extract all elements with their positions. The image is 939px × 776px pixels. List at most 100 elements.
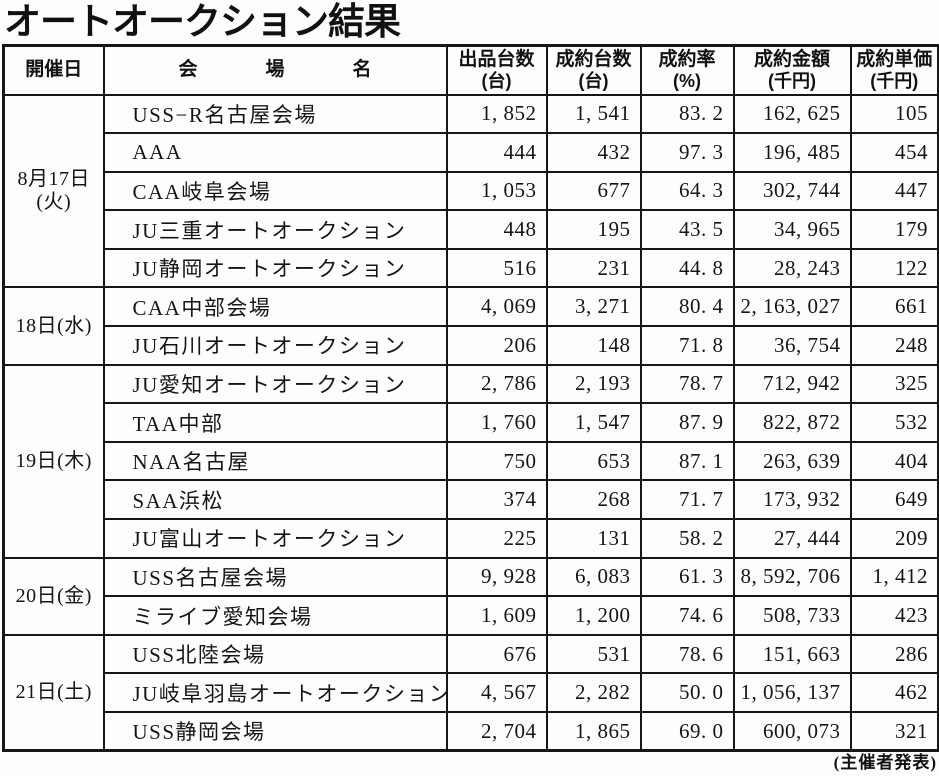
amount-cell: 1, 056, 137 bbox=[732, 672, 852, 713]
sold-cell: 3, 271 bbox=[545, 286, 642, 328]
unit-price-cell: 404 bbox=[849, 440, 939, 482]
sold-cell: 432 bbox=[545, 132, 642, 173]
col-header-amount: 成約金額 (千円) bbox=[732, 44, 852, 96]
amount-cell: 173, 932 bbox=[732, 479, 852, 521]
amount-cell: 27, 444 bbox=[732, 518, 852, 559]
sold-cell: 1, 547 bbox=[545, 402, 642, 443]
rate-cell: 74. 6 bbox=[639, 595, 735, 636]
date-line1: 8月17日 bbox=[17, 167, 90, 190]
rate-cell: 44. 8 bbox=[639, 247, 735, 289]
rate-cell: 87. 1 bbox=[639, 440, 735, 482]
col-header-sold: 成約台数 (台) bbox=[545, 44, 642, 96]
unit-price-cell: 423 bbox=[849, 595, 939, 636]
venue-cell: USS北陸会場 bbox=[102, 633, 448, 675]
amount-cell: 28, 243 bbox=[732, 247, 852, 289]
listed-cell: 750 bbox=[445, 440, 548, 482]
date-line1: 18日(水) bbox=[15, 314, 92, 337]
venue-cell: NAA名古屋 bbox=[102, 440, 448, 482]
col-header-listed-title: 出品台数 bbox=[458, 48, 535, 70]
unit-price-cell: 286 bbox=[849, 633, 939, 675]
amount-cell: 508, 733 bbox=[732, 595, 852, 636]
listed-cell: 444 bbox=[445, 132, 548, 173]
table-row: 20日(金) USS名古屋会場 9, 928 6, 083 61. 3 8, 592, 7… bbox=[2, 556, 939, 636]
rate-cell: 71. 8 bbox=[639, 325, 735, 366]
table-row: 19日(木) JU愛知オートオークション 2, 786 2, 193 78. 7 712,… bbox=[2, 363, 939, 559]
unit-price-cell: 321 bbox=[849, 711, 939, 752]
col-header-amount-title: 成約金額 bbox=[753, 48, 830, 70]
sold-cell: 531 bbox=[545, 633, 642, 675]
rate-cell: 61. 3 bbox=[639, 556, 735, 598]
listed-cell: 1, 760 bbox=[445, 402, 548, 443]
venue-cell: CAA岐阜会場 bbox=[102, 170, 448, 212]
listed-cell: 225 bbox=[445, 518, 548, 559]
rate-cell: 87. 9 bbox=[639, 402, 735, 443]
col-header-venue: 会場名 bbox=[102, 44, 448, 96]
sold-cell: 148 bbox=[545, 325, 642, 366]
rate-cell: 69. 0 bbox=[639, 711, 735, 752]
table-row: JU富山オートオークション 225 131 58. 2 27, 444 209 bbox=[4, 518, 939, 559]
venue-cell: USS名古屋会場 bbox=[102, 556, 448, 598]
date-line1: 20日(金) bbox=[15, 584, 92, 607]
unit-price-cell: 248 bbox=[849, 325, 939, 366]
col-header-rate: 成約率 (%) bbox=[639, 44, 735, 96]
date-line1: 21日(土) bbox=[15, 680, 92, 703]
date-line1: 19日(木) bbox=[15, 449, 92, 472]
amount-cell: 36, 754 bbox=[732, 325, 852, 366]
venue-cell: JU石川オートオークション bbox=[102, 325, 448, 366]
table-row: JU石川オートオークション 206 148 71. 8 36, 754 248 bbox=[4, 325, 939, 366]
amount-cell: 151, 663 bbox=[732, 633, 852, 675]
table-row: CAA岐阜会場 1, 053 677 64. 3 302, 744 447 bbox=[4, 170, 939, 212]
venue-cell: CAA中部会場 bbox=[102, 286, 448, 328]
col-header-rate-unit: (%) bbox=[673, 70, 701, 91]
date-cell: 21日(土) bbox=[2, 633, 105, 752]
sold-cell: 1, 541 bbox=[545, 93, 642, 135]
col-header-unit-price: 成約単価 (千円) bbox=[849, 44, 939, 96]
table-row: JU静岡オートオークション 516 231 44. 8 28, 243 122 bbox=[4, 247, 939, 289]
listed-cell: 9, 928 bbox=[445, 556, 548, 598]
sold-cell: 195 bbox=[545, 209, 642, 250]
amount-cell: 822, 872 bbox=[732, 402, 852, 443]
listed-cell: 1, 609 bbox=[445, 595, 548, 636]
unit-price-cell: 462 bbox=[849, 672, 939, 713]
col-header-sold-title: 成約台数 bbox=[555, 48, 632, 70]
amount-cell: 263, 639 bbox=[732, 440, 852, 482]
unit-price-cell: 532 bbox=[849, 402, 939, 443]
unit-price-cell: 179 bbox=[849, 209, 939, 250]
listed-cell: 4, 567 bbox=[445, 672, 548, 713]
col-header-listed: 出品台数 (台) bbox=[445, 44, 548, 96]
date-cell: 20日(金) bbox=[2, 556, 105, 636]
venue-cell: SAA浜松 bbox=[102, 479, 448, 521]
venue-cell: JU愛知オートオークション bbox=[102, 363, 448, 405]
rate-cell: 83. 2 bbox=[639, 93, 735, 135]
listed-cell: 206 bbox=[445, 325, 548, 366]
table-row: USS静岡会場 2, 704 1, 865 69. 0 600, 073 321 bbox=[4, 711, 939, 752]
venue-cell: USS−R名古屋会場 bbox=[102, 93, 448, 135]
table-body: 8月17日 (火) USS−R名古屋会場 1, 852 1, 541 83. 2 162, … bbox=[2, 93, 939, 752]
listed-cell: 516 bbox=[445, 247, 548, 289]
listed-cell: 676 bbox=[445, 633, 548, 675]
col-header-amount-unit: (千円) bbox=[768, 70, 816, 91]
amount-cell: 34, 965 bbox=[732, 209, 852, 250]
date-cell: 18日(水) bbox=[2, 286, 105, 366]
venue-cell: USS静岡会場 bbox=[102, 711, 448, 752]
sold-cell: 2, 193 bbox=[545, 363, 642, 405]
rate-cell: 71. 7 bbox=[639, 479, 735, 521]
table-row: 21日(土) USS北陸会場 676 531 78. 6 151, 663 286 bbox=[2, 633, 939, 752]
unit-price-cell: 122 bbox=[849, 247, 939, 289]
listed-cell: 2, 704 bbox=[445, 711, 548, 752]
rate-cell: 43. 5 bbox=[639, 209, 735, 250]
sold-cell: 1, 200 bbox=[545, 595, 642, 636]
amount-cell: 2, 163, 027 bbox=[732, 286, 852, 328]
unit-price-cell: 649 bbox=[849, 479, 939, 521]
table-row: AAA 444 432 97. 3 196, 485 454 bbox=[4, 132, 939, 173]
col-header-date: 開催日 bbox=[2, 44, 105, 96]
venue-cell: JU三重オートオークション bbox=[102, 209, 448, 250]
venue-cell: AAA bbox=[102, 132, 448, 173]
listed-cell: 2, 786 bbox=[445, 363, 548, 405]
listed-cell: 374 bbox=[445, 479, 548, 521]
table-row: JU岐阜羽島オートオークション 4, 567 2, 282 50. 0 1, 056, … bbox=[4, 672, 939, 713]
amount-cell: 600, 073 bbox=[732, 711, 852, 752]
amount-cell: 8, 592, 706 bbox=[732, 556, 852, 598]
col-header-unit-price-unit: (千円) bbox=[870, 70, 919, 91]
sold-cell: 2, 282 bbox=[545, 672, 642, 713]
